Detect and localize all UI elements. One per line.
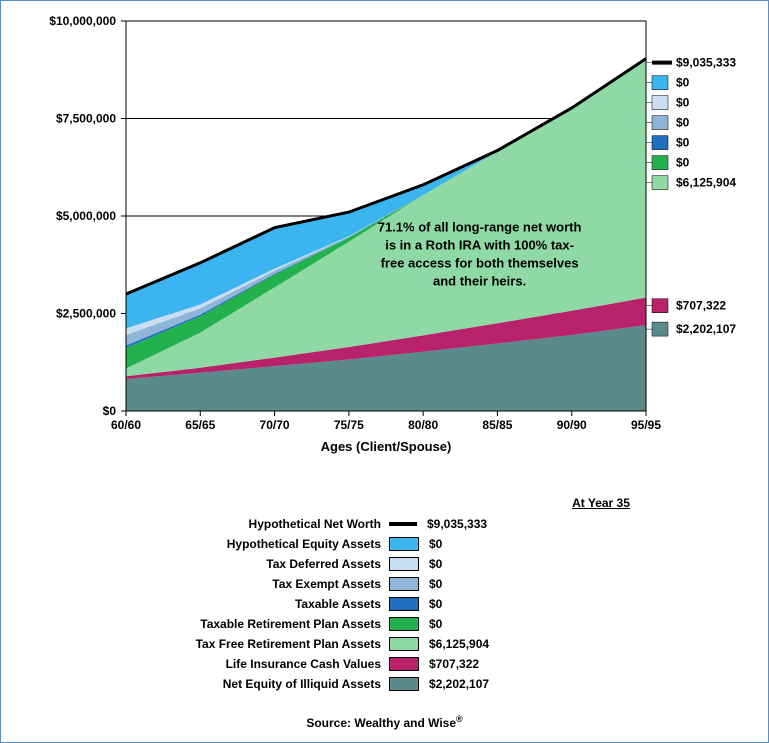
svg-text:60/60: 60/60 — [111, 418, 141, 432]
svg-text:95/95: 95/95 — [631, 418, 661, 432]
svg-text:$2,500,000: $2,500,000 — [56, 307, 116, 321]
svg-text:$5,000,000: $5,000,000 — [56, 209, 116, 223]
legend-value: $0 — [429, 577, 442, 591]
side-value-label: $0 — [676, 96, 690, 110]
chart-annotation: is in a Roth IRA with 100% tax- — [385, 238, 574, 253]
x-axis-title: Ages (Client/Spouse) — [321, 439, 452, 454]
legend-swatch — [389, 537, 419, 551]
legend-swatch — [389, 677, 419, 691]
svg-text:75/75: 75/75 — [334, 418, 364, 432]
legend-value: $9,035,333 — [427, 517, 487, 531]
chart-frame: $0 $2,500,000 $5,000,000 $7,500,000 $10,000,… — [0, 0, 769, 743]
legend-label: Hypothetical Net Worth — [101, 517, 389, 531]
side-value-label: $707,322 — [676, 299, 726, 313]
legend-value: $0 — [429, 557, 442, 571]
svg-text:70/70: 70/70 — [260, 418, 290, 432]
side-value-label: $2,202,107 — [676, 322, 736, 336]
legend-value: $0 — [429, 617, 442, 631]
svg-text:65/65: 65/65 — [185, 418, 215, 432]
svg-text:90/90: 90/90 — [557, 418, 587, 432]
svg-text:$7,500,000: $7,500,000 — [56, 112, 116, 126]
side-value-label: $0 — [676, 156, 690, 170]
legend-label: Life Insurance Cash Values — [101, 657, 389, 671]
legend-row: Taxable Retirement Plan Assets $0 — [101, 614, 661, 634]
svg-text:$10,000,000: $10,000,000 — [49, 14, 116, 28]
legend-row: Tax Deferred Assets $0 — [101, 554, 661, 574]
side-value-label: $0 — [676, 76, 690, 90]
legend-swatch — [389, 597, 419, 611]
stacked-area-chart: $0 $2,500,000 $5,000,000 $7,500,000 $10,000,… — [16, 11, 756, 481]
legend-row: Tax Free Retirement Plan Assets $6,125,90… — [101, 634, 661, 654]
legend-swatch — [389, 657, 419, 671]
legend-swatch — [389, 522, 417, 526]
svg-text:80/80: 80/80 — [408, 418, 438, 432]
legend-row: Life Insurance Cash Values $707,322 — [101, 654, 661, 674]
legend-value: $0 — [429, 597, 442, 611]
svg-text:$0: $0 — [103, 404, 117, 418]
chart-container: $0 $2,500,000 $5,000,000 $7,500,000 $10,000,… — [16, 11, 756, 481]
legend-value: $707,322 — [429, 657, 479, 671]
side-value-label: $9,035,333 — [676, 56, 736, 70]
legend-row: Tax Exempt Assets $0 — [101, 574, 661, 594]
legend-value: $2,202,107 — [429, 677, 489, 691]
legend-label: Tax Exempt Assets — [101, 577, 389, 591]
legend-row: Hypothetical Net Worth $9,035,333 — [101, 514, 661, 534]
svg-text:85/85: 85/85 — [482, 418, 512, 432]
legend-swatch — [389, 617, 419, 631]
legend-swatch — [389, 577, 419, 591]
legend-label: Tax Free Retirement Plan Assets — [101, 637, 389, 651]
legend-value: $0 — [429, 537, 442, 551]
legend-header: At Year 35 — [541, 496, 661, 510]
source-attribution: Source: Wealthy and Wise® — [1, 714, 768, 730]
legend-row: Net Equity of Illiquid Assets $2,202,107 — [101, 674, 661, 694]
legend-row: Taxable Assets $0 — [101, 594, 661, 614]
chart-annotation: and their heirs. — [433, 274, 526, 289]
legend: At Year 35 Hypothetical Net Worth $9,035,… — [101, 496, 661, 694]
legend-row: Hypothetical Equity Assets $0 — [101, 534, 661, 554]
legend-label: Hypothetical Equity Assets — [101, 537, 389, 551]
legend-label: Taxable Assets — [101, 597, 389, 611]
chart-annotation: 71.1% of all long-range net worth — [378, 220, 582, 235]
legend-label: Net Equity of Illiquid Assets — [101, 677, 389, 691]
legend-label: Taxable Retirement Plan Assets — [101, 617, 389, 631]
legend-swatch — [389, 557, 419, 571]
legend-swatch — [389, 637, 419, 651]
legend-value: $6,125,904 — [429, 637, 489, 651]
side-value-label: $0 — [676, 136, 690, 150]
side-value-label: $0 — [676, 116, 690, 130]
legend-label: Tax Deferred Assets — [101, 557, 389, 571]
side-value-label: $6,125,904 — [676, 176, 736, 190]
chart-annotation: free access for both themselves — [381, 256, 579, 271]
